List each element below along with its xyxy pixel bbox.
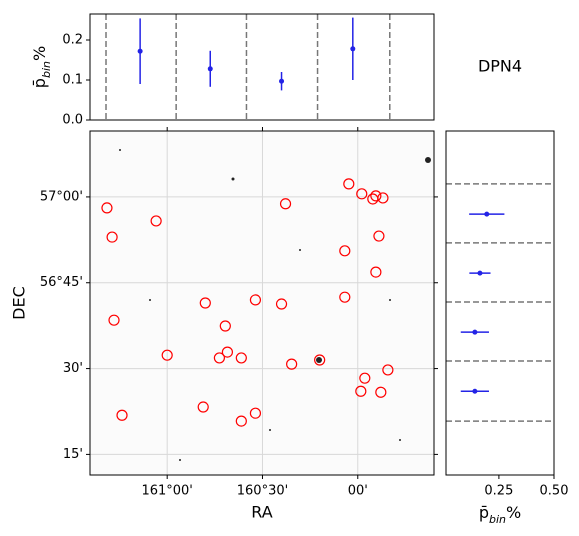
plot-frame — [89, 13, 435, 121]
source-marker — [235, 352, 247, 364]
star — [269, 429, 271, 431]
source-marker — [108, 314, 120, 326]
point — [477, 270, 483, 276]
source-marker — [116, 409, 128, 421]
source-marker — [286, 358, 298, 370]
source-marker — [339, 291, 351, 303]
star — [389, 299, 391, 301]
source-marker — [373, 230, 385, 242]
x-tick-label: 0.25 — [484, 484, 513, 499]
label-sub: bin — [40, 61, 53, 78]
source-marker — [370, 266, 382, 278]
source-marker — [249, 294, 262, 306]
y-tick-label: 0.0 — [62, 113, 83, 128]
source-marker — [279, 198, 292, 210]
source-marker — [199, 297, 211, 309]
axis-label: p̄bin% — [30, 46, 53, 88]
axis-label: p̄bin% — [479, 503, 521, 526]
source-marker — [339, 245, 351, 257]
source-marker — [275, 298, 288, 310]
label-suffix: % — [506, 503, 521, 522]
source-marker — [221, 346, 234, 358]
source-marker — [370, 190, 382, 202]
source-marker — [235, 415, 247, 427]
x-tick-label: 0.50 — [540, 484, 569, 499]
label-symbol: p̄ — [479, 503, 489, 522]
y-tick-label: 0.1 — [62, 73, 83, 88]
star — [149, 299, 151, 301]
plot-frame — [89, 130, 435, 476]
source-marker — [382, 364, 394, 376]
y-tick-label: 0.2 — [62, 33, 83, 48]
stars — [119, 149, 431, 461]
star — [399, 439, 401, 441]
source-marker — [355, 385, 367, 397]
point — [279, 78, 285, 84]
plot-frame — [445, 130, 555, 476]
source-marker — [101, 202, 113, 214]
y-tick-label: 30' — [63, 361, 83, 376]
source-marker — [197, 401, 209, 413]
star — [179, 459, 181, 461]
x-tick-label: 160°30' — [237, 484, 288, 499]
point — [137, 48, 143, 54]
source-marker — [150, 215, 162, 227]
source-marker — [377, 192, 389, 204]
star — [425, 157, 431, 163]
source-marker — [359, 372, 371, 384]
source-marker — [343, 178, 355, 190]
point — [472, 329, 478, 335]
y-axis-label: DEC — [10, 286, 29, 320]
star — [119, 149, 121, 151]
x-tick-label: 00' — [348, 484, 368, 499]
label-symbol: p̄ — [30, 78, 49, 88]
source-marker — [106, 231, 118, 243]
x-tick-label: 161°00' — [141, 484, 192, 499]
source-marker — [161, 349, 173, 361]
source-marker — [375, 386, 387, 398]
x-axis-label: RA — [251, 503, 272, 522]
annotation: DPN4 — [478, 57, 522, 76]
star — [231, 177, 235, 181]
star — [316, 357, 322, 363]
y-tick-label: 57°00' — [40, 189, 83, 204]
y-tick-label: 15' — [63, 447, 83, 462]
source-marker — [219, 320, 231, 332]
point — [207, 66, 213, 72]
star — [299, 249, 301, 251]
point — [350, 46, 356, 52]
point — [484, 211, 490, 217]
source-marker — [213, 352, 226, 364]
point — [472, 388, 478, 394]
source-marker — [249, 407, 262, 419]
label-sub: bin — [489, 513, 506, 526]
y-tick-label: 56°45' — [40, 275, 83, 290]
source-marker — [314, 354, 326, 366]
label-suffix: % — [30, 46, 49, 61]
source-marker — [356, 188, 368, 200]
